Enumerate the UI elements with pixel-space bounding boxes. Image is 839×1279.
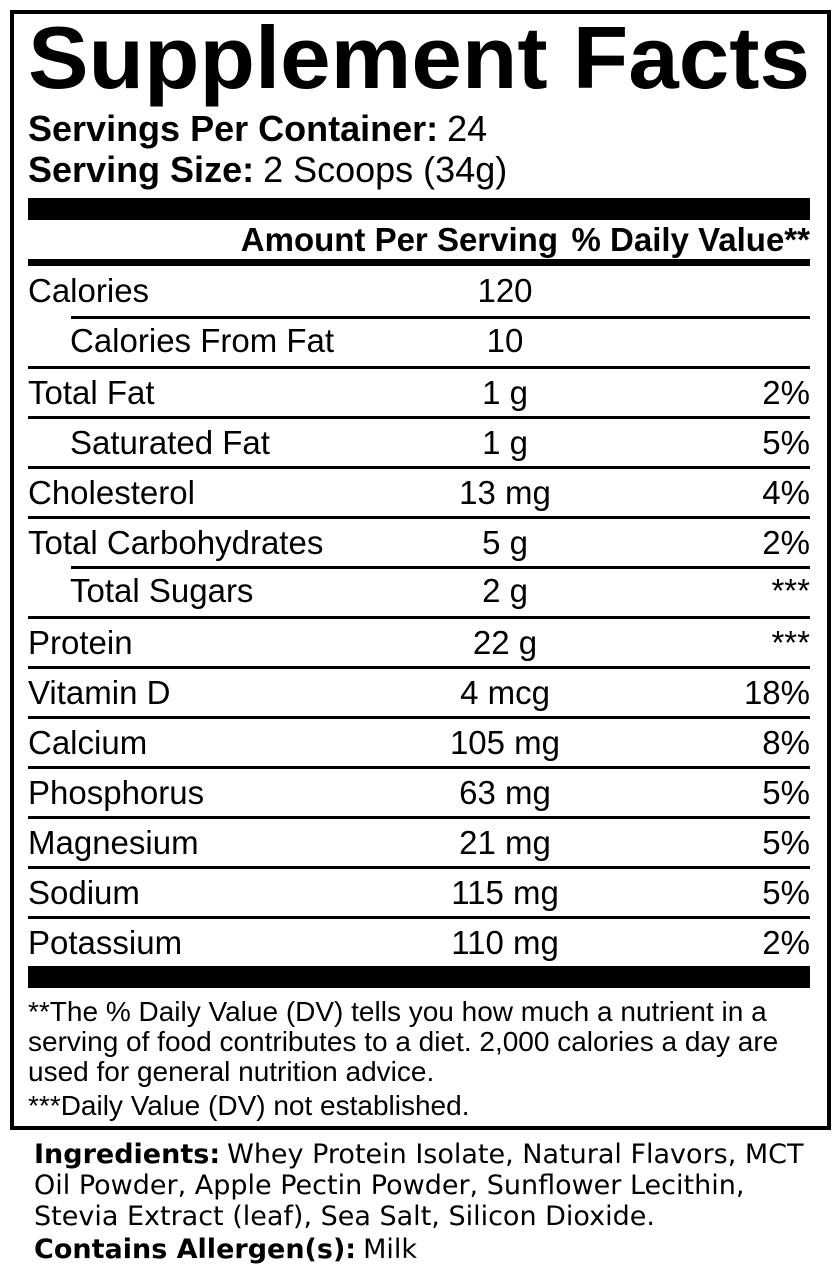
- nutrient-dv: ***: [771, 572, 810, 609]
- footnote-dv-not-established: ***Daily Value (DV) not established.: [28, 1090, 470, 1121]
- nutrient-amount: 120: [477, 272, 533, 309]
- supplement-facts-box: Supplement Facts Servings Per Container:…: [10, 8, 831, 1130]
- nutrient-dv: 5%: [762, 873, 810, 911]
- nutrient-row: Phosphorus 63 mg 5%: [28, 766, 810, 816]
- divider-bar-bottom: [28, 966, 810, 988]
- nutrient-dv: ***: [771, 623, 810, 661]
- nutrient-row: Calories 120: [28, 266, 810, 316]
- nutrient-name: Calcium: [28, 723, 148, 761]
- nutrient-name: Total Carbohydrates: [28, 523, 324, 561]
- nutrient-dv: 2%: [762, 373, 810, 411]
- nutrient-amount: 13 mg: [459, 473, 551, 511]
- nutrient-row: Potassium 110 mg 2%: [28, 916, 810, 966]
- facts-rows: Calories 120 Calories From Fat 10 Total Fat 1…: [28, 266, 810, 966]
- nutrient-dv: 5%: [762, 773, 810, 811]
- nutrient-amount: 10: [486, 322, 524, 359]
- nutrient-amount: 110 mg: [451, 923, 559, 961]
- nutrient-row: Total Carbohydrates 5 g 2%: [28, 516, 810, 566]
- nutrient-name: Saturated Fat: [70, 423, 270, 461]
- ingredients-text: Whey Protein Isolate, Natural Flavors, M…: [34, 1139, 804, 1232]
- nutrient-row: Sodium 115 mg 5%: [28, 866, 810, 916]
- nutrient-row: Calories From Fat 10: [28, 316, 810, 366]
- nutrient-row: Protein 22 g ***: [28, 616, 810, 666]
- allergen-label: Contains Allergen(s):: [34, 1234, 357, 1265]
- nutrient-row: Total Fat 1 g 2%: [28, 366, 810, 416]
- serving-size-value: 2 Scoops (34g): [263, 149, 508, 190]
- nutrient-name: Cholesterol: [28, 473, 195, 511]
- nutrient-amount: 1 g: [482, 423, 528, 461]
- nutrient-amount: 105 mg: [449, 723, 561, 761]
- nutrient-dv: 5%: [762, 823, 810, 861]
- nutrient-amount: 115 mg: [451, 873, 559, 911]
- allergen-value: Milk: [363, 1234, 418, 1265]
- footnotes: **The % Daily Value (DV) tells you how m…: [28, 988, 810, 1121]
- serving-size-row: Serving Size: 2 Scoops (34g): [28, 149, 810, 190]
- nutrient-amount: 63 mg: [459, 773, 551, 811]
- nutrient-row: Saturated Fat 1 g 5%: [28, 416, 810, 466]
- allergen-line: Contains Allergen(s): Milk: [34, 1234, 824, 1265]
- servings-per-container-row: Servings Per Container: 24: [28, 108, 810, 149]
- nutrient-amount: 2 g: [482, 572, 528, 609]
- header-amount-per-serving: Amount Per Serving: [240, 220, 558, 258]
- serving-size-label: Serving Size:: [28, 149, 255, 190]
- footnote-dv-explanation: **The % Daily Value (DV) tells you how m…: [28, 996, 779, 1087]
- nutrient-dv: 2%: [762, 923, 810, 961]
- nutrient-amount: 22 g: [472, 623, 538, 661]
- nutrient-name: Magnesium: [28, 823, 199, 861]
- nutrient-row: Magnesium 21 mg 5%: [28, 816, 810, 866]
- nutrient-dv: 8%: [762, 723, 810, 761]
- nutrient-name: Calories From Fat: [70, 322, 335, 359]
- servings-per-container-value: 24: [447, 108, 488, 149]
- nutrient-dv: 2%: [762, 523, 810, 561]
- ingredients-line: Ingredients: Whey Protein Isolate, Natura…: [34, 1139, 824, 1232]
- nutrient-dv: 4%: [762, 473, 810, 511]
- ingredients-label: Ingredients:: [34, 1139, 221, 1170]
- nutrient-name: Phosphorus: [28, 773, 205, 811]
- nutrient-row: Vitamin D 4 mcg 18%: [28, 666, 810, 716]
- nutrient-dv: 5%: [762, 423, 810, 461]
- facts-table-header: Amount Per Serving % Daily Value**: [28, 220, 810, 266]
- servings-per-container-label: Servings Per Container:: [28, 108, 439, 149]
- nutrient-name: Protein: [28, 623, 133, 661]
- page-title: Supplement Facts: [28, 8, 810, 107]
- nutrient-name: Total Fat: [28, 373, 155, 411]
- nutrient-amount: 4 mcg: [460, 673, 550, 711]
- nutrient-name: Potassium: [28, 923, 183, 961]
- divider-bar-top: [28, 198, 810, 220]
- nutrient-amount: 1 g: [482, 373, 528, 411]
- nutrient-row: Total Sugars 2 g ***: [28, 566, 810, 616]
- ingredients-section: Ingredients: Whey Protein Isolate, Natura…: [34, 1139, 824, 1265]
- nutrient-amount: 5 g: [482, 523, 528, 561]
- nutrient-row: Cholesterol 13 mg 4%: [28, 466, 810, 516]
- nutrient-name: Calories: [28, 272, 150, 309]
- nutrient-name: Sodium: [28, 873, 140, 911]
- nutrient-row: Calcium 105 mg 8%: [28, 716, 810, 766]
- nutrient-dv: 18%: [743, 673, 810, 711]
- nutrient-name: Total Sugars: [70, 572, 254, 609]
- nutrient-amount: 21 mg: [459, 823, 551, 861]
- supplement-title: Supplement Facts: [28, 8, 810, 107]
- nutrient-name: Vitamin D: [28, 673, 171, 711]
- header-daily-value: % Daily Value**: [571, 220, 810, 258]
